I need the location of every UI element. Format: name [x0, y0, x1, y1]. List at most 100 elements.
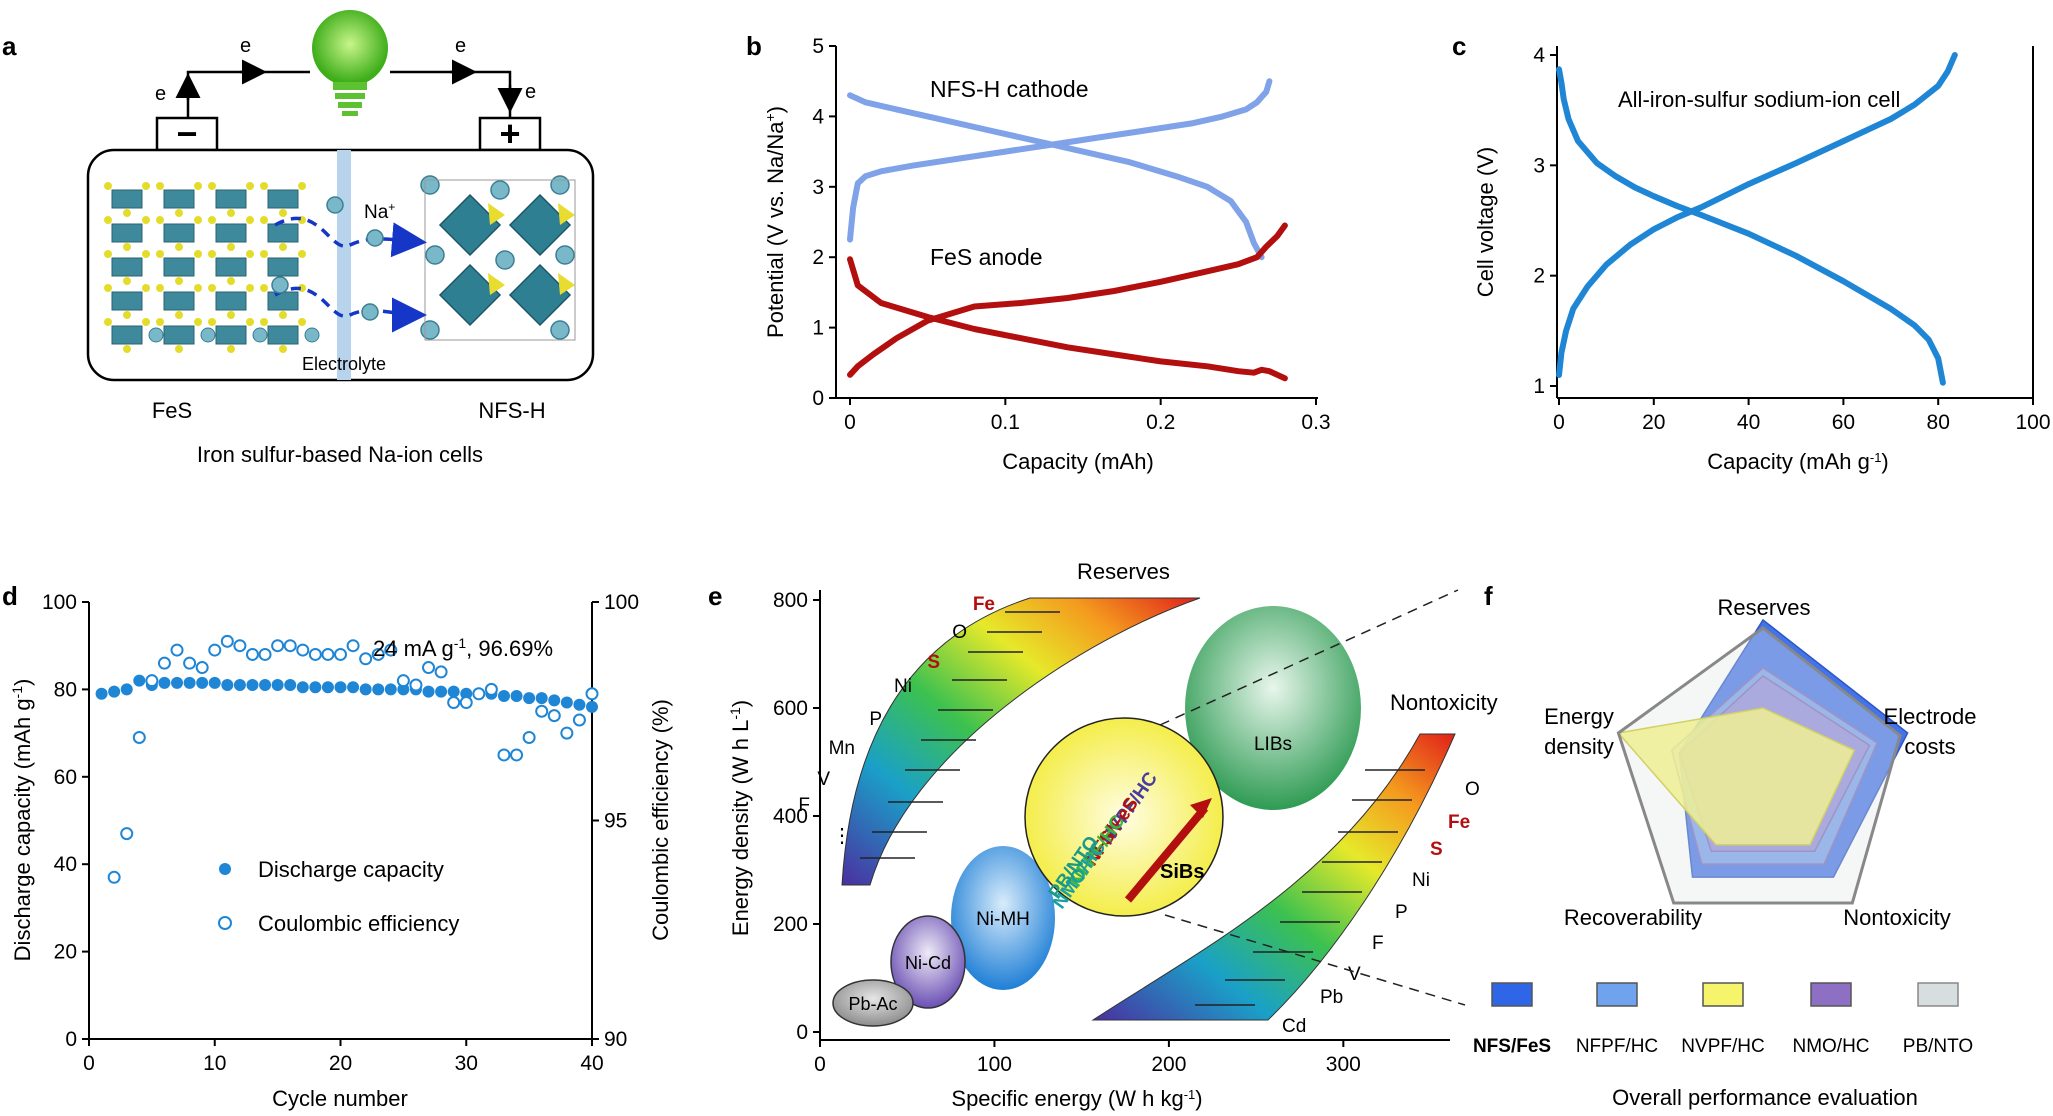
- chart-e-x-tick-label: 100: [977, 1053, 1012, 1076]
- discharge-point: [221, 679, 234, 692]
- chart-b: 0 0.1 0.2 0.3 0 1 2 3 4 5 Capacity (mAh) Potential …: [762, 35, 1331, 474]
- panel-b: b 0 0.1 0.2 0.3 0 1 2 3 4 5 Capacity (mAh) Potentia…: [746, 31, 1331, 474]
- discharge-point: [208, 676, 221, 689]
- reserves-element-s: S: [927, 652, 940, 673]
- ce-point: [472, 687, 486, 701]
- sulfur-atom: [246, 284, 254, 292]
- chart-d-x-tick-label: 30: [455, 1052, 478, 1075]
- chart-d-y-tick-label: 80: [54, 678, 77, 701]
- chart-b-x-tick-label: 0.3: [1301, 411, 1330, 434]
- sulfur-tetrahedron: [488, 203, 505, 225]
- chart-e-y-tick-label: 0: [796, 1021, 808, 1044]
- reserves-ellipsis: ⋮: [832, 825, 852, 847]
- fes-octahedron: [215, 291, 247, 311]
- ce-point: [572, 713, 586, 727]
- nontoxicity-title: Nontoxicity: [1390, 690, 1498, 715]
- chart-e-ylabel: Energy density (W h L-1): [727, 700, 753, 936]
- sulfur-atom: [279, 345, 287, 353]
- discharge-point: [447, 685, 460, 698]
- sibs-label: SiBs: [1160, 861, 1204, 883]
- chart-d-ylabel-base: Discharge capacity (mAh g: [10, 698, 35, 961]
- electrolyte-separator: [337, 150, 351, 380]
- discharge-point: [183, 676, 196, 689]
- fes-octahedron: [267, 223, 299, 243]
- chart-d-ylabel-sup: -1: [9, 686, 25, 699]
- chart-e-ylabel-sup: -1: [727, 707, 743, 720]
- ce-point: [434, 665, 448, 679]
- pb-ac-bubble: [832, 979, 914, 1027]
- chart-e-y-tick-label: 400: [773, 805, 808, 828]
- sulfur-atom: [246, 318, 254, 326]
- sulfur-atom: [194, 284, 202, 292]
- sulfur-atom: [208, 318, 216, 326]
- chart-d-x-tick-label: 40: [580, 1052, 603, 1075]
- chart-e-y-tick-label: 800: [773, 589, 808, 612]
- chart-b-y-tick-label: 5: [812, 35, 824, 58]
- ce-point: [296, 643, 310, 657]
- na-atom: [425, 245, 445, 265]
- discharge-point: [334, 681, 347, 694]
- chart-d-y-tick-label: 0: [65, 1028, 77, 1051]
- discharge-point: [497, 689, 510, 702]
- chart-b-ylabel-base: Potential (V vs. Na/Na: [763, 121, 788, 338]
- radar-axis-nontoxicity: Nontoxicity: [1843, 905, 1951, 930]
- ce-point: [497, 748, 511, 762]
- sulfur-atom: [123, 311, 131, 319]
- na-atom: [420, 320, 440, 340]
- ce-point: [459, 696, 473, 710]
- chart-d-ylabel-right: Coulombic efficiency (%): [648, 699, 673, 941]
- na-atom: [200, 327, 216, 343]
- panel-a: a e e e e − +: [2, 10, 595, 467]
- fes-crystal-structure: [104, 182, 320, 353]
- chart-c-xlabel: Capacity (mAh g-1): [1707, 449, 1889, 474]
- sulfur-atom: [227, 345, 235, 353]
- circuit-wire-right: [390, 70, 512, 118]
- legend-discharge-marker: [219, 863, 231, 875]
- nontoxicity-element-o: O: [1465, 779, 1480, 800]
- electron-label: e: [155, 83, 166, 105]
- sulfur-atom: [208, 182, 216, 190]
- sulfur-atom: [142, 182, 150, 190]
- sulfur-atom: [208, 250, 216, 258]
- panel-d: d 0 10 20 30 40 0 20 40 60 80 100 90 95 100 Cycle numb…: [2, 581, 673, 1111]
- sulfur-atom: [260, 318, 268, 326]
- curve-fes-anode: [847, 222, 1288, 378]
- chart-d-right-y-tick-label: 95: [604, 810, 627, 833]
- panel-a-caption: Iron sulfur-based Na-ion cells: [197, 442, 483, 467]
- na-atom: [490, 180, 510, 200]
- chart-e-x-tick-label: 300: [1326, 1053, 1361, 1076]
- legend-label-nfs-fes: NFS/FeS: [1473, 1036, 1551, 1057]
- nontoxicity-element-f: F: [1372, 933, 1384, 954]
- ce-point: [547, 709, 561, 723]
- sulfur-tetrahedron: [488, 273, 505, 295]
- nontoxicity-band: [1091, 733, 1456, 1021]
- nontoxicity-element-pb: Pb: [1320, 987, 1343, 1008]
- ce-point: [535, 704, 549, 718]
- discharge-point: [359, 683, 372, 696]
- discharge-point: [259, 679, 272, 692]
- discharge-point: [108, 685, 121, 698]
- fes-octahedron: [111, 257, 143, 277]
- sulfur-atom: [298, 318, 306, 326]
- sulfur-atom: [227, 277, 235, 285]
- na-ion: [366, 229, 384, 247]
- chart-d-xlabel: Cycle number: [272, 1086, 408, 1111]
- chart-b-x-tick-label: 0.2: [1146, 411, 1175, 434]
- lib-label: LIBs: [1254, 734, 1292, 755]
- pb-ac-label: Pb-Ac: [848, 994, 897, 1014]
- discharge-point: [573, 698, 586, 711]
- chart-d: 0 10 20 30 40 0 20 40 60 80 100 90 95 100 Cycle number…: [9, 591, 673, 1111]
- fes-octahedron: [215, 325, 247, 345]
- sulfur-atom: [104, 182, 112, 190]
- fes-octahedron: [111, 291, 143, 311]
- panel-d-label: d: [2, 581, 18, 611]
- chart-c-x-tick-label: 80: [1927, 411, 1950, 434]
- nontoxicity-element-fe: Fe: [1448, 812, 1470, 833]
- reserves-element-labels: Fe OS Ni P Mn VF: [798, 594, 995, 816]
- fes-octahedron: [267, 291, 299, 311]
- na-ion-label: Na+: [364, 200, 395, 223]
- ce-point: [195, 661, 209, 675]
- curve-discharge: [1556, 66, 1946, 386]
- ce-point: [560, 726, 574, 740]
- electron-label: e: [455, 35, 466, 57]
